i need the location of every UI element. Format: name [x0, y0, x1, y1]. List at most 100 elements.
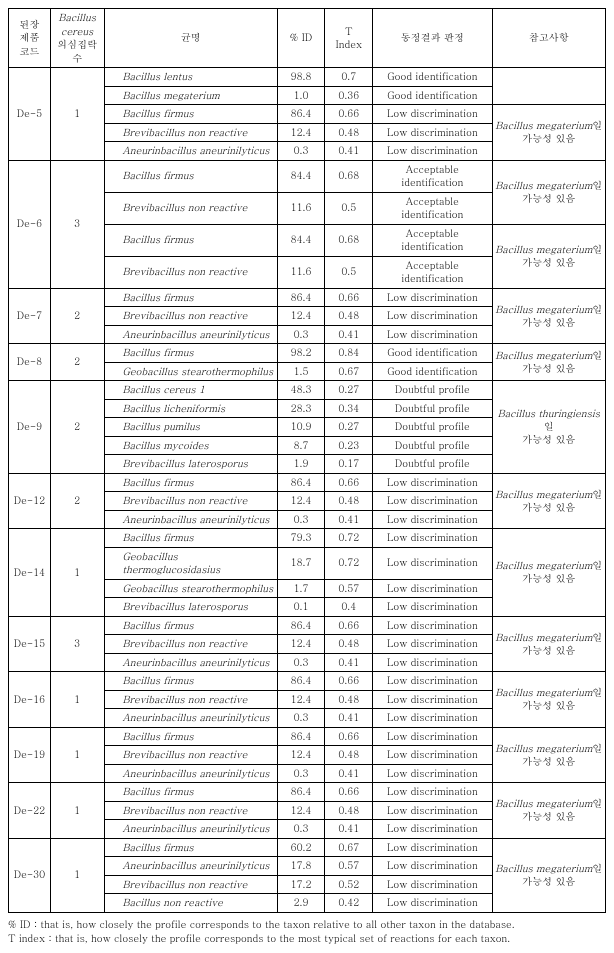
t-index: 0.66	[325, 672, 373, 691]
t-index: 0.68	[325, 160, 373, 192]
pct-id: 12.4	[277, 801, 325, 820]
species-name: Aneurinbacillus aneurinilyticus	[104, 820, 277, 839]
species-name: Brevibacillus non reactive	[104, 307, 277, 326]
species-name: Brevibacillus non reactive	[104, 123, 277, 142]
t-index: 0.17	[325, 455, 373, 474]
pct-id: 0.3	[277, 325, 325, 344]
t-index: 0.66	[325, 727, 373, 746]
product-code: De-6	[9, 160, 51, 288]
species-name: Brevibacillus laterosporus	[104, 455, 277, 474]
colony-count: 1	[50, 727, 104, 783]
species-name: Bacillus firmus	[104, 160, 277, 192]
table-row: De-153Bacillus firmus86.40.66Low discrim…	[9, 616, 606, 635]
species-name: Bacillus firmus	[104, 616, 277, 635]
pct-id: 12.4	[277, 307, 325, 326]
t-index: 0.48	[325, 746, 373, 765]
judgement: Low discrimination	[373, 547, 492, 579]
t-index: 0.27	[325, 381, 373, 400]
pct-id: 98.2	[277, 344, 325, 363]
judgement: Low discrimination	[373, 764, 492, 783]
judgement: Low discrimination	[373, 510, 492, 529]
species-name: Aneurinbacillus aneurinilyticus	[104, 510, 277, 529]
judgement: Doubtful profile	[373, 455, 492, 474]
table-row: De-122Bacillus firmus86.40.66Low discrim…	[9, 473, 606, 492]
species-name: Bacillus firmus	[104, 224, 277, 256]
footnotes: % ID : that is, how closely the profile …	[8, 917, 606, 945]
table-row: De-161Bacillus firmus86.40.66Low discrim…	[9, 672, 606, 691]
species-name: Brevibacillus laterosporus	[104, 598, 277, 617]
header-cereus: Bacilluscereus 의심집락 수	[50, 9, 104, 68]
header-row: 된장제품코드 Bacilluscereus 의심집락 수 균명 % ID TIn…	[9, 9, 606, 68]
reference-cell: Bacillus megaterium일가능성 있음	[492, 783, 605, 839]
pct-id: 0.3	[277, 764, 325, 783]
t-index: 0.48	[325, 690, 373, 709]
t-index: 0.5	[325, 192, 373, 224]
species-name: Bacillus non reactive	[104, 894, 277, 913]
header-species: 균명	[104, 9, 277, 68]
pct-id: 12.4	[277, 123, 325, 142]
pct-id: 12.4	[277, 746, 325, 765]
footnote-tindex: T index : that is, how closely the profi…	[8, 931, 606, 945]
judgement: Low discrimination	[373, 653, 492, 672]
species-name: Bacillus mycoides	[104, 436, 277, 455]
pct-id: 0.3	[277, 510, 325, 529]
species-name: Aneurinbacillus aneurinilyticus	[104, 857, 277, 876]
species-name: Bacillus firmus	[104, 473, 277, 492]
header-tindex: TIndex	[325, 9, 373, 68]
pct-id: 0.3	[277, 142, 325, 161]
judgement: Low discrimination	[373, 690, 492, 709]
pct-id: 0.1	[277, 598, 325, 617]
reference-cell: Bacillus megaterium일가능성 있음	[492, 529, 605, 617]
table-row: De-92Bacillus cereus 148.30.27Doubtful p…	[9, 381, 606, 400]
judgement: Doubtful profile	[373, 436, 492, 455]
t-index: 0.48	[325, 492, 373, 511]
table-row: De-141Bacillus firmus79.30.72Low discrim…	[9, 529, 606, 548]
pct-id: 86.4	[277, 288, 325, 307]
t-index: 0.4	[325, 598, 373, 617]
species-name: Aneurinbacillus aneurinilyticus	[104, 653, 277, 672]
table-row: De-72Bacillus firmus86.40.66Low discrimi…	[9, 288, 606, 307]
judgement: Low discrimination	[373, 288, 492, 307]
colony-count: 3	[50, 616, 104, 672]
table-row: De-191Bacillus firmus86.40.66Low discrim…	[9, 727, 606, 746]
species-name: Bacillus firmus	[104, 105, 277, 124]
pct-id: 12.4	[277, 690, 325, 709]
t-index: 0.41	[325, 510, 373, 529]
table-row: De-82Bacillus firmus98.20.84Good identif…	[9, 344, 606, 363]
judgement: Low discrimination	[373, 746, 492, 765]
species-name: Geobacillus stearothermophilus	[104, 579, 277, 598]
judgement: Good identification	[373, 344, 492, 363]
pct-id: 48.3	[277, 381, 325, 400]
product-code: De-9	[9, 381, 51, 474]
species-name: Brevibacillus non reactive	[104, 690, 277, 709]
species-name: Brevibacillus non reactive	[104, 746, 277, 765]
species-name: Aneurinbacillus aneurinilyticus	[104, 325, 277, 344]
judgement: Low discrimination	[373, 783, 492, 802]
pct-id: 86.4	[277, 672, 325, 691]
colony-count: 2	[50, 288, 104, 344]
header-code: 된장제품코드	[9, 9, 51, 68]
pct-id: 86.4	[277, 105, 325, 124]
judgement: Low discrimination	[373, 579, 492, 598]
table-row: De-221Bacillus firmus86.40.66Low discrim…	[9, 783, 606, 802]
t-index: 0.27	[325, 418, 373, 437]
product-code: De-15	[9, 616, 51, 672]
judgement: Low discrimination	[373, 857, 492, 876]
t-index: 0.42	[325, 894, 373, 913]
judgement: Low discrimination	[373, 473, 492, 492]
reference-cell: Bacillus megaterium일가능성 있음	[492, 473, 605, 529]
judgement: Good identification	[373, 362, 492, 381]
pct-id: 12.4	[277, 492, 325, 511]
judgement: Low discrimination	[373, 672, 492, 691]
species-name: Bacillus pumilus	[104, 418, 277, 437]
pct-id: 0.3	[277, 653, 325, 672]
judgement: Low discrimination	[373, 801, 492, 820]
reference-cell: Bacillus megaterium일가능성 있음	[492, 727, 605, 783]
species-name: Bacillus lentus	[104, 68, 277, 87]
pct-id: 84.4	[277, 224, 325, 256]
judgement: Low discrimination	[373, 307, 492, 326]
reference-cell: Bacillus megaterium일가능성 있음	[492, 288, 605, 344]
t-index: 0.34	[325, 399, 373, 418]
pct-id: 84.4	[277, 160, 325, 192]
species-name: Bacillus firmus	[104, 344, 277, 363]
